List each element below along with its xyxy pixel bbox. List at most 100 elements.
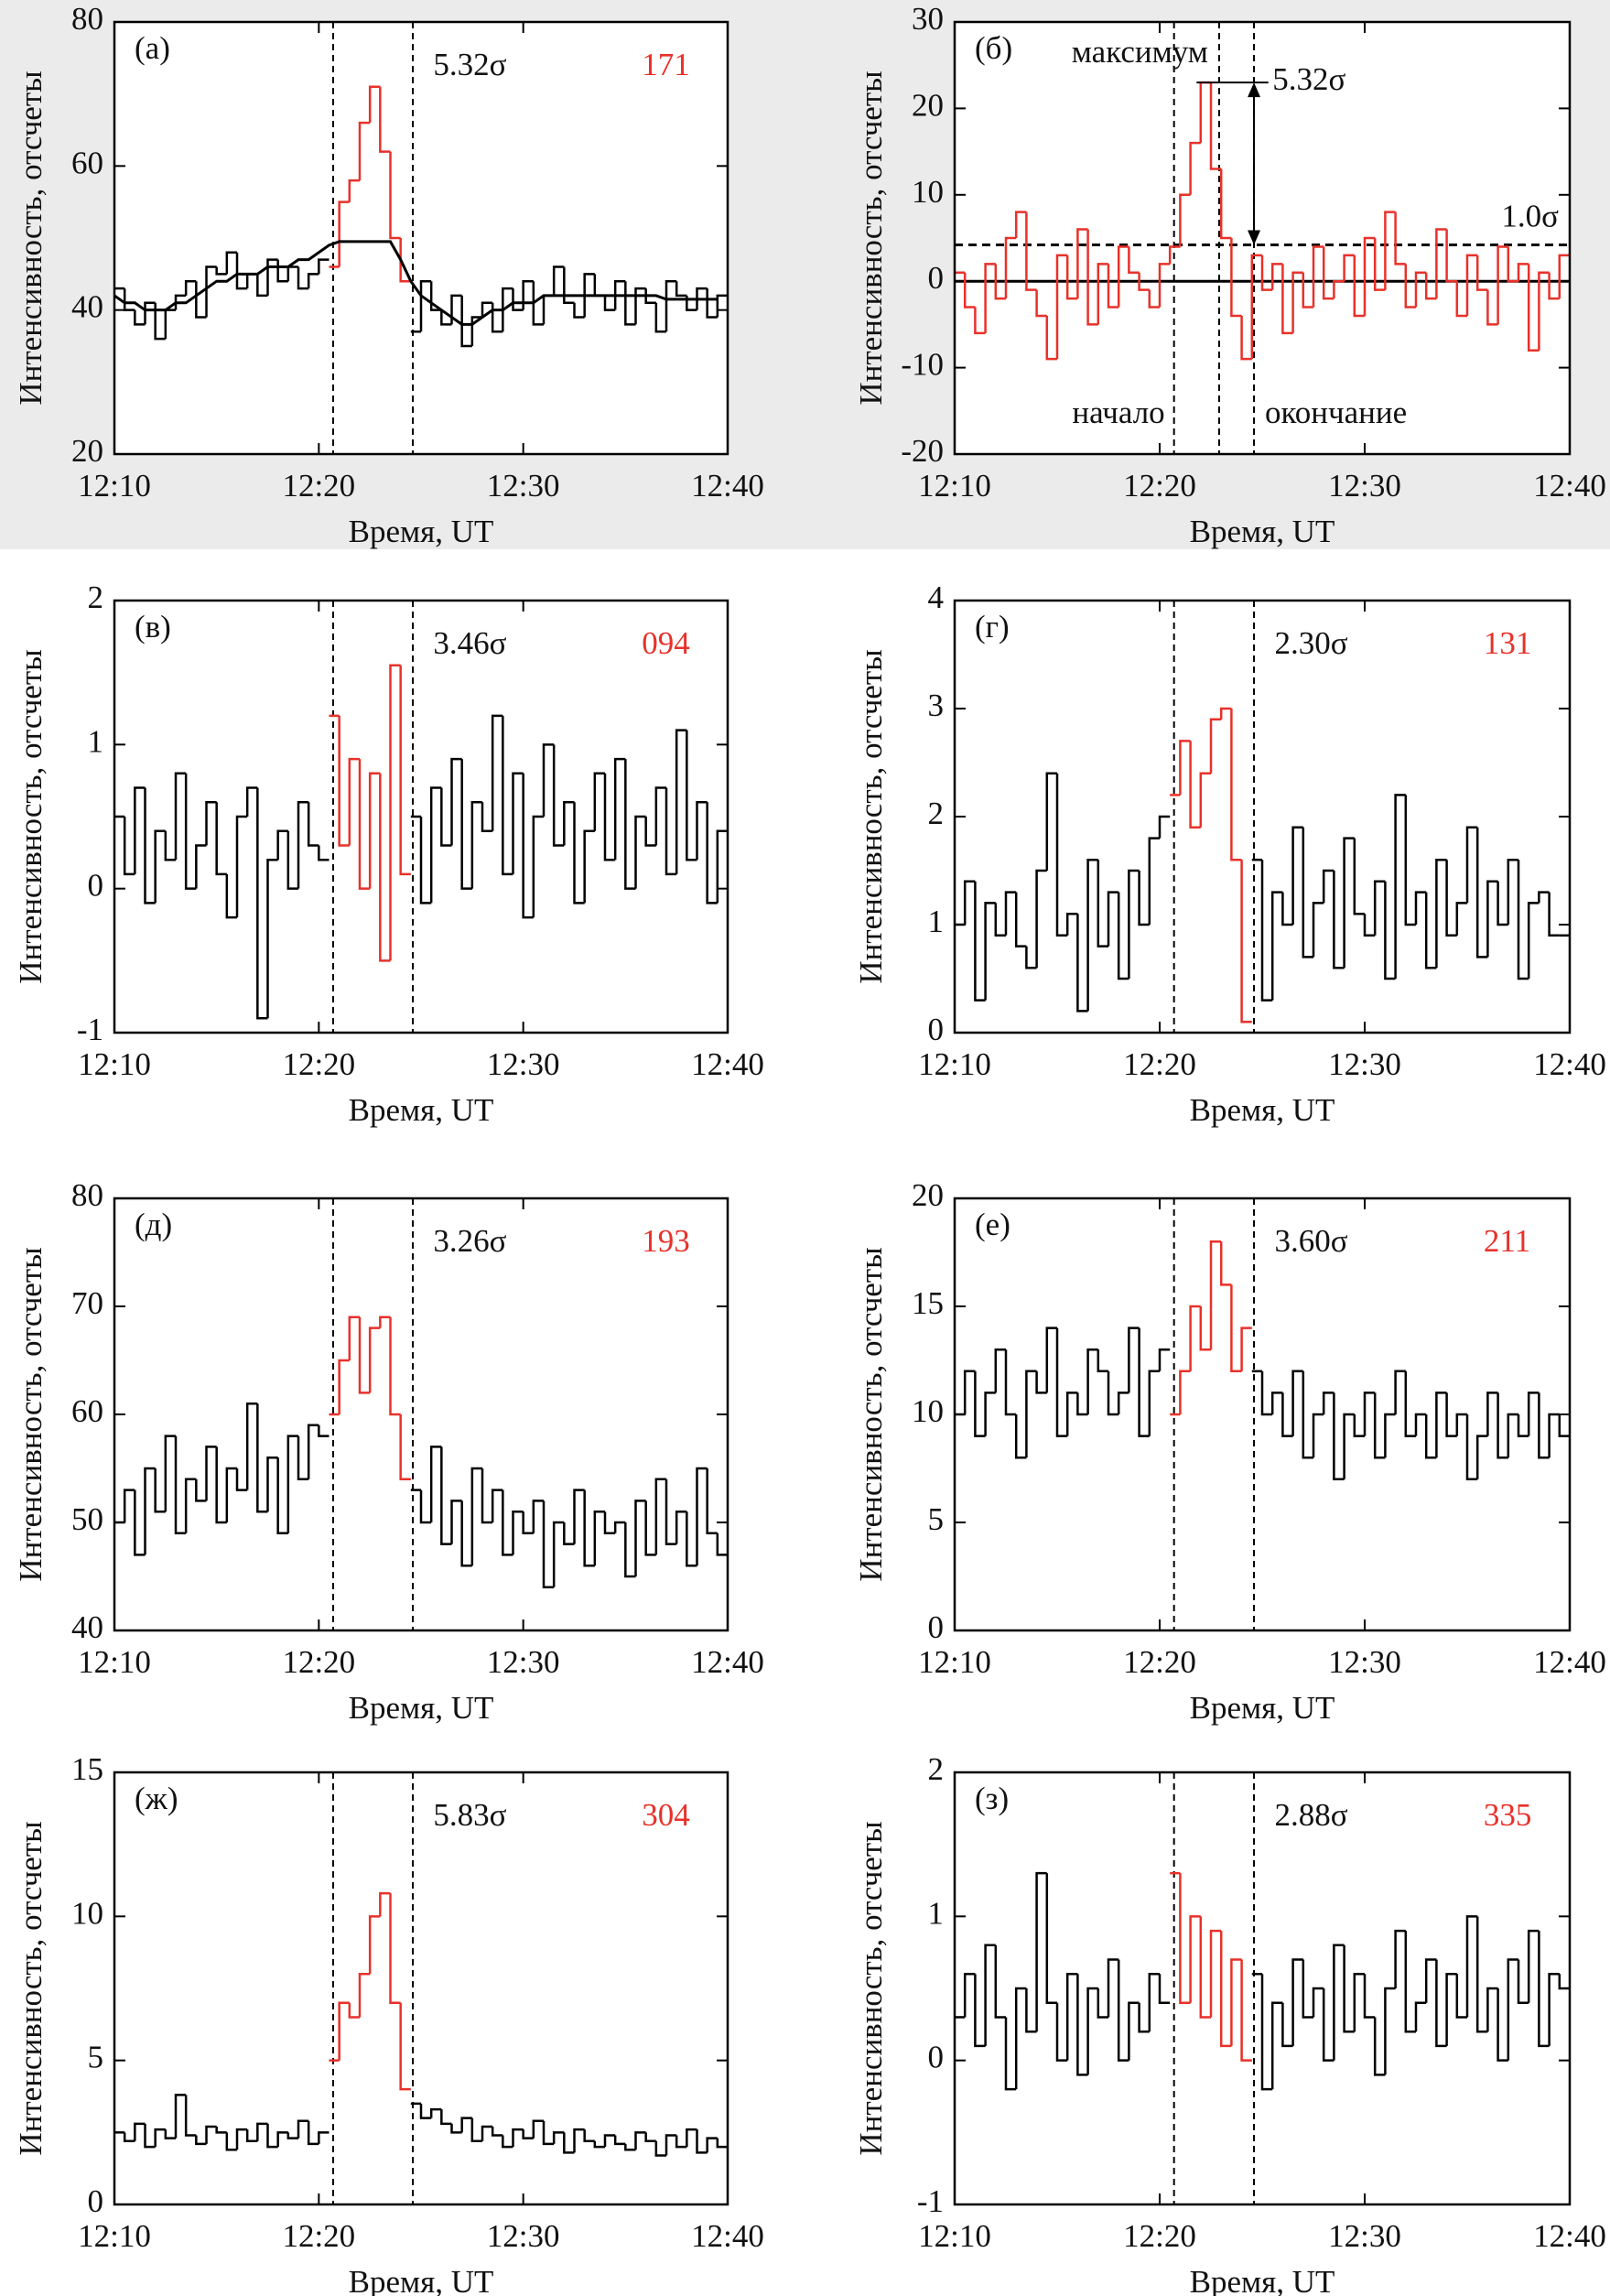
step xyxy=(634,815,646,889)
step xyxy=(573,802,585,904)
step xyxy=(593,772,605,831)
step xyxy=(307,1424,319,1479)
step xyxy=(1281,264,1293,335)
step xyxy=(1281,2002,1293,2048)
step xyxy=(675,729,687,874)
x-tick-label: 12:30 xyxy=(1328,1644,1401,1680)
step xyxy=(399,665,411,876)
step xyxy=(1302,1370,1313,1459)
x-axis-label: Время, UT xyxy=(349,514,494,549)
step xyxy=(1404,1931,1416,2033)
step xyxy=(1035,869,1047,969)
step xyxy=(1055,254,1068,360)
step xyxy=(286,1435,298,1533)
step xyxy=(1424,892,1437,969)
x-tick-label: 12:20 xyxy=(282,468,355,504)
step xyxy=(429,1446,442,1522)
y-axis-label: Интенсивность, отсчеты xyxy=(853,70,889,405)
step xyxy=(470,801,482,889)
step xyxy=(1107,1370,1119,1416)
plot-area xyxy=(955,22,1570,454)
step xyxy=(1302,272,1313,309)
step xyxy=(522,279,534,310)
step xyxy=(644,2132,656,2143)
step xyxy=(1179,193,1191,247)
step xyxy=(1260,255,1273,291)
step xyxy=(1240,860,1252,1023)
step xyxy=(1148,1370,1160,1436)
step xyxy=(634,1500,646,1576)
channel-label: 335 xyxy=(1484,1797,1532,1833)
step xyxy=(1353,1973,1365,2032)
step xyxy=(1507,858,1518,925)
x-tick-label: 12:30 xyxy=(487,468,560,504)
channel-label: 211 xyxy=(1484,1223,1530,1259)
step xyxy=(1107,264,1119,309)
y-tick-label: 80 xyxy=(71,1,103,37)
step xyxy=(1497,1392,1508,1459)
step xyxy=(716,2138,728,2149)
step xyxy=(1158,815,1171,839)
step xyxy=(583,829,595,904)
x-tick-label: 12:20 xyxy=(1123,468,1196,504)
step xyxy=(1025,211,1037,291)
x-tick-label: 12:10 xyxy=(918,1046,991,1082)
x-tick-label: 12:40 xyxy=(691,1046,764,1082)
step xyxy=(440,787,452,847)
background-line xyxy=(113,240,718,326)
step xyxy=(123,288,135,311)
step xyxy=(1548,1973,1560,2046)
step xyxy=(1435,228,1447,299)
step xyxy=(235,815,248,918)
step xyxy=(552,1521,565,1587)
step xyxy=(318,845,330,861)
step xyxy=(389,1316,401,1416)
step xyxy=(1035,1370,1047,1394)
step xyxy=(1230,709,1242,861)
step xyxy=(1343,1413,1355,1479)
step xyxy=(502,1489,513,1556)
step xyxy=(470,316,482,346)
step xyxy=(1065,255,1078,300)
step xyxy=(1179,740,1191,796)
step xyxy=(1445,229,1457,283)
step xyxy=(368,1915,381,1975)
step xyxy=(1189,141,1201,195)
plot-frame xyxy=(113,1771,729,2206)
step xyxy=(184,1478,197,1533)
step xyxy=(512,2128,524,2148)
step xyxy=(1507,246,1518,283)
step xyxy=(184,2095,197,2137)
step xyxy=(1097,1988,1108,2019)
step xyxy=(963,880,976,925)
step xyxy=(1219,1241,1232,1286)
x-tick-label: 12:10 xyxy=(918,2218,991,2254)
step xyxy=(235,2128,248,2150)
step xyxy=(552,265,565,296)
step xyxy=(1045,772,1057,871)
step xyxy=(1322,1988,1334,2062)
step xyxy=(696,287,708,310)
x-axis-label: Время, UT xyxy=(1190,514,1335,549)
step xyxy=(634,2131,646,2150)
step xyxy=(1445,1392,1457,1437)
panel-label: (в) xyxy=(135,609,171,644)
step xyxy=(481,802,493,832)
step xyxy=(144,2123,156,2149)
step xyxy=(1384,1413,1396,1458)
step xyxy=(266,1456,278,1512)
step xyxy=(358,759,371,890)
step xyxy=(1260,1370,1273,1416)
step xyxy=(1209,82,1222,170)
step xyxy=(563,801,575,846)
step xyxy=(399,2002,411,2091)
step xyxy=(706,2137,718,2153)
step xyxy=(389,1893,401,2004)
plot-frame xyxy=(953,20,1572,456)
step xyxy=(1158,1974,1171,2004)
step xyxy=(318,258,330,275)
step xyxy=(491,2127,503,2137)
step xyxy=(195,1478,207,1502)
step xyxy=(429,281,442,311)
step xyxy=(1086,1348,1098,1414)
